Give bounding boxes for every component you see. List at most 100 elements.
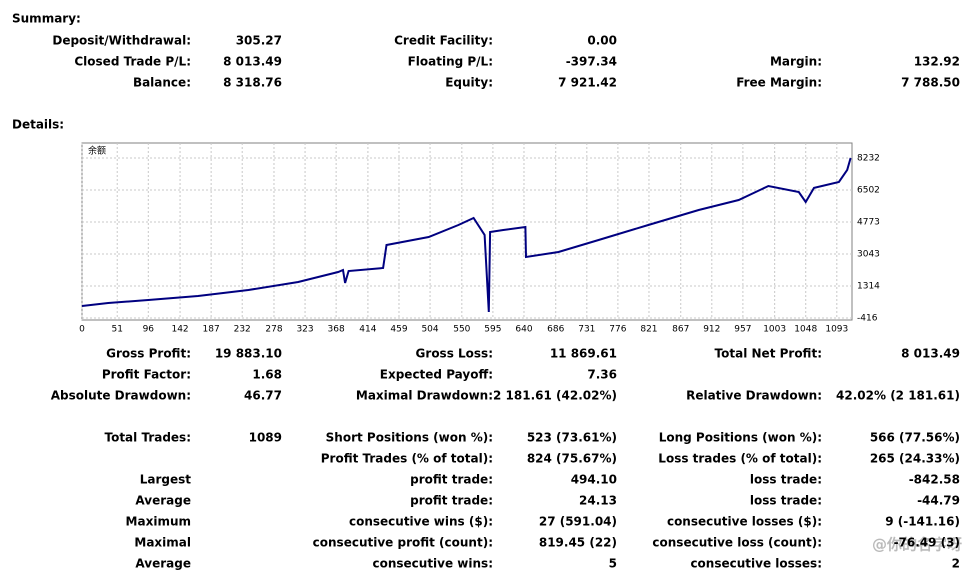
value: 494.10 <box>571 473 617 487</box>
x-tick-label: 595 <box>484 325 501 335</box>
x-tick-label: 776 <box>609 325 626 335</box>
value: 7 788.50 <box>901 76 960 90</box>
value: 2 <box>952 557 960 571</box>
label: Expected Payoff: <box>380 368 493 382</box>
value: -842.58 <box>909 473 960 487</box>
label: Floating P/L: <box>408 55 493 69</box>
x-tick-label: 867 <box>672 325 689 335</box>
x-tick-label: 1003 <box>763 325 786 335</box>
x-tick-label: 51 <box>111 325 122 335</box>
value: 42.02% (2 181.61) <box>836 389 960 403</box>
x-tick-label: 187 <box>203 325 220 335</box>
value: 8 318.76 <box>223 76 282 90</box>
value: 824 (75.67%) <box>527 452 617 466</box>
label: Average <box>135 557 191 571</box>
value: 27 (591.04) <box>539 515 617 529</box>
x-tick-label: 686 <box>547 325 564 335</box>
label: Loss trades (% of total): <box>658 452 822 466</box>
label: Largest <box>140 473 192 487</box>
value: 7.36 <box>587 368 617 382</box>
x-tick-label: 1048 <box>794 325 817 335</box>
value: 5 <box>609 557 617 571</box>
x-tick-label: 323 <box>296 325 313 335</box>
label: Absolute Drawdown: <box>51 389 191 403</box>
label: profit trade: <box>410 473 493 487</box>
value: 2 181.61 (42.02%) <box>493 389 617 403</box>
label: consecutive losses ($): <box>667 515 822 529</box>
value: 1089 <box>249 431 282 445</box>
value: 566 (77.56%) <box>870 431 960 445</box>
summary-title: Summary: <box>12 12 81 26</box>
x-tick-label: 821 <box>640 325 657 335</box>
value: 0.00 <box>587 34 617 48</box>
label: Total Trades: <box>104 431 191 445</box>
y-tick-label: 3043 <box>857 249 880 259</box>
label: Deposit/Withdrawal: <box>52 34 191 48</box>
value: 24.13 <box>579 494 617 508</box>
label: consecutive loss (count): <box>652 536 822 550</box>
value: 523 (73.61%) <box>527 431 617 445</box>
x-tick-label: 957 <box>734 325 751 335</box>
label: Balance: <box>133 76 191 90</box>
x-tick-label: 278 <box>265 325 282 335</box>
x-tick-label: 504 <box>421 325 438 335</box>
label: Relative Drawdown: <box>686 389 822 403</box>
label: Profit Trades (% of total): <box>321 452 493 466</box>
value: 305.27 <box>236 34 282 48</box>
label: Gross Profit: <box>106 347 191 361</box>
details-title: Details: <box>12 118 64 132</box>
label: Equity: <box>445 76 493 90</box>
label: Total Net Profit: <box>715 347 822 361</box>
value: 132.92 <box>914 55 960 69</box>
value: 7 921.42 <box>558 76 617 90</box>
label: Maximum <box>126 515 191 529</box>
value: -76.49 (3) <box>894 536 960 550</box>
label: consecutive wins ($): <box>349 515 493 529</box>
value: 11 869.61 <box>550 347 617 361</box>
label: Long Positions (won %): <box>659 431 822 445</box>
label: Short Positions (won %): <box>326 431 493 445</box>
y-tick-label: 1314 <box>857 281 880 291</box>
value: 19 883.10 <box>215 347 282 361</box>
label: Credit Facility: <box>394 34 493 48</box>
value: 9 (-141.16) <box>885 515 960 529</box>
value: 265 (24.33%) <box>870 452 960 466</box>
x-tick-label: 550 <box>453 325 470 335</box>
x-tick-label: 459 <box>390 325 407 335</box>
x-tick-label: 912 <box>703 325 720 335</box>
label: Closed Trade P/L: <box>74 55 191 69</box>
y-tick-label: 4773 <box>857 217 880 227</box>
label: loss trade: <box>750 494 822 508</box>
x-tick-label: 232 <box>234 325 251 335</box>
value: -397.34 <box>566 55 617 69</box>
x-tick-label: 640 <box>515 325 532 335</box>
x-tick-label: 142 <box>171 325 188 335</box>
x-tick-label: 414 <box>359 325 376 335</box>
plot-area <box>81 142 853 321</box>
value: -44.79 <box>917 494 960 508</box>
x-tick-label: 731 <box>578 325 595 335</box>
label: loss trade: <box>750 473 822 487</box>
label: Profit Factor: <box>102 368 191 382</box>
label: Maximal <box>134 536 191 550</box>
y-tick-label: 8232 <box>857 153 880 163</box>
label: Gross Loss: <box>416 347 493 361</box>
label: consecutive wins: <box>372 557 493 571</box>
balance-line <box>81 157 852 313</box>
y-tick-label: 6502 <box>857 185 880 195</box>
x-tick-label: 368 <box>328 325 345 335</box>
y-tick-label: -416 <box>857 313 878 323</box>
label: profit trade: <box>410 494 493 508</box>
label: consecutive losses: <box>690 557 822 571</box>
x-tick-label: 96 <box>143 325 155 335</box>
label: Margin: <box>770 55 822 69</box>
value: 819.45 (22) <box>539 536 617 550</box>
label: Maximal Drawdown: <box>356 389 493 403</box>
value: 46.77 <box>244 389 282 403</box>
label: Average <box>135 494 191 508</box>
value: 8 013.49 <box>901 347 960 361</box>
label: consecutive profit (count): <box>313 536 493 550</box>
value: 8 013.49 <box>223 55 282 69</box>
watermark: @你的名字呀 <box>872 536 962 554</box>
chart-title: 余额 <box>88 145 106 157</box>
